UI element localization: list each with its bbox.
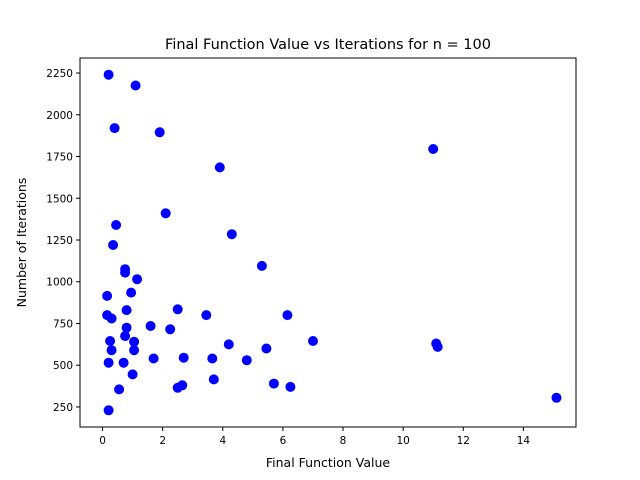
data-point (207, 353, 218, 364)
data-point (148, 353, 159, 364)
data-point (308, 336, 318, 346)
data-point (129, 345, 140, 356)
data-point (256, 260, 267, 271)
data-points (102, 69, 562, 416)
data-point (111, 220, 122, 230)
x-tick-label: 6 (280, 435, 287, 447)
x-tick-label: 8 (340, 435, 347, 447)
x-tick-label: 0 (99, 435, 106, 447)
data-point (285, 381, 296, 392)
data-point (103, 69, 114, 80)
data-point (114, 384, 125, 395)
data-point (282, 310, 293, 321)
data-point (214, 162, 225, 173)
data-point (201, 310, 212, 321)
y-tick-label: 1750 (46, 152, 73, 164)
data-point (154, 127, 165, 138)
axes: 0 2 4 6 8 10 12 14 250 500 750 1000 1250 1500 1750 2000… (46, 68, 530, 447)
data-point (165, 324, 176, 335)
y-tick-label: 250 (53, 402, 73, 414)
data-point (129, 336, 140, 347)
data-point (208, 374, 219, 385)
data-point (108, 240, 119, 250)
data-point (172, 382, 183, 393)
data-point (132, 274, 143, 285)
y-tick-label: 1000 (46, 277, 73, 289)
x-tick-label: 4 (219, 435, 226, 447)
x-tick-label: 14 (517, 435, 531, 447)
data-point (145, 321, 156, 331)
data-point (178, 352, 189, 363)
data-point (105, 336, 116, 346)
x-tick-label: 12 (457, 435, 470, 447)
data-point (121, 322, 132, 333)
data-point (432, 341, 443, 352)
data-point (121, 305, 132, 316)
plot-area-frame (79, 57, 577, 428)
data-point (102, 290, 113, 301)
y-tick-label: 1500 (46, 193, 73, 205)
data-point (120, 267, 131, 278)
data-point (261, 343, 272, 354)
data-point (109, 123, 120, 134)
data-point (103, 405, 114, 416)
data-point (103, 357, 114, 368)
data-point (130, 80, 141, 91)
data-point (241, 355, 252, 366)
data-point (223, 339, 234, 350)
x-tick-label: 10 (396, 435, 409, 447)
y-tick-label: 2250 (46, 68, 73, 80)
data-point (106, 345, 117, 356)
data-point (106, 313, 117, 324)
data-point (120, 331, 131, 341)
data-point (172, 304, 183, 315)
y-tick-label: 750 (53, 318, 73, 330)
chart-title: Final Function Value vs Iterations for n… (165, 37, 491, 53)
x-axis-label: Final Function Value (266, 455, 391, 470)
data-point (428, 144, 439, 154)
data-point (127, 369, 138, 380)
data-point (226, 229, 237, 240)
x-tick-label: 2 (159, 435, 166, 447)
y-axis-label: Number of Iterations (14, 178, 29, 308)
data-point (160, 208, 171, 219)
y-tick-label: 500 (53, 360, 73, 372)
y-tick-label: 1250 (46, 235, 73, 247)
data-point (268, 378, 279, 389)
data-point (551, 392, 562, 403)
data-point (126, 287, 137, 298)
data-point (118, 357, 129, 368)
y-tick-label: 2000 (46, 110, 73, 122)
